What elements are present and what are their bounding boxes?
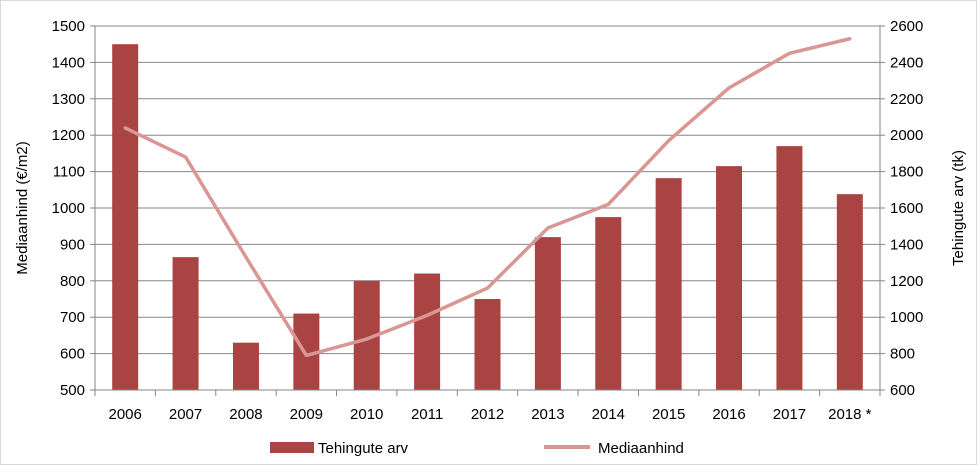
bar-2015 [655, 178, 682, 390]
bar-2013 [534, 237, 561, 390]
left-tick-label: 1000 [52, 200, 85, 217]
right-tick-label: 1600 [890, 200, 923, 217]
right-tick-label: 1200 [890, 273, 923, 290]
right-tick-label: 1400 [890, 236, 923, 253]
x-tick-label: 2013 [531, 406, 564, 423]
x-tick-label: 2012 [471, 406, 504, 423]
right-tick-label: 1000 [890, 309, 923, 326]
x-tick-label: 2017 [773, 406, 806, 423]
left-tick-label: 1100 [53, 164, 85, 181]
legend: Tehingute arv Mediaanhind [270, 440, 684, 457]
right-axis-tick-labels: 600 800 1000 1200 1400 1600 1800 2000 2200 2400 26… [890, 18, 923, 399]
x-tick-label: 2014 [592, 406, 625, 423]
left-tick-label: 700 [60, 309, 85, 326]
legend-swatch-bar [270, 442, 314, 453]
left-axis-tick-labels: 500 600 700 800 900 1000 1100 1200 1300 1400 1500 [52, 18, 85, 399]
x-tick-label: 2006 [109, 406, 142, 423]
right-tick-label: 600 [890, 382, 915, 399]
x-axis-tick-labels: 2006 2007 2008 2009 2010 2011 2012 2013 2014 2015… [109, 406, 872, 423]
line-series [123, 36, 852, 358]
x-tick-label: 2016 [712, 406, 745, 423]
legend-label-bar: Tehingute arv [318, 440, 409, 457]
bar-2011 [414, 273, 441, 390]
left-tick-label: 500 [60, 382, 85, 399]
right-tick-label: 800 [890, 346, 915, 363]
bar-2007 [172, 257, 199, 390]
bar-2014 [595, 217, 622, 390]
x-tick-label: 2008 [229, 406, 262, 423]
left-tick-label: 1500 [52, 18, 85, 35]
right-tick-label: 1800 [890, 164, 923, 181]
x-tick-label: 2009 [290, 406, 323, 423]
median-price-line [123, 36, 852, 358]
bar-2016 [716, 166, 743, 390]
right-tick-label: 2400 [890, 54, 923, 71]
x-tick-label: 2015 [652, 406, 685, 423]
x-tick-label: 2010 [350, 406, 383, 423]
legend-label-line: Mediaanhind [598, 440, 684, 457]
bar-2008 [232, 342, 259, 390]
left-tick-label: 800 [60, 273, 85, 290]
left-tick-label: 1200 [52, 127, 85, 144]
bar-2018 [836, 194, 863, 390]
x-tick-label: 2011 [411, 406, 443, 423]
right-axis-title: Tehingute arv (tk) [950, 150, 967, 266]
left-axis-title: Mediaanhind (€/m2) [14, 141, 31, 274]
left-tick-label: 1300 [52, 91, 85, 108]
bar-2012 [474, 299, 501, 390]
left-tick-label: 900 [60, 236, 85, 253]
bar-series [112, 44, 863, 390]
axes [90, 25, 885, 396]
left-tick-label: 600 [60, 346, 85, 363]
right-tick-label: 2200 [890, 91, 923, 108]
right-tick-label: 2000 [890, 127, 923, 144]
x-tick-label: 2007 [169, 406, 202, 423]
x-tick-label: 2018 * [828, 406, 872, 423]
left-tick-label: 1400 [52, 54, 85, 71]
right-tick-label: 2600 [890, 18, 923, 35]
bar-2017 [776, 146, 803, 390]
bar-2006 [112, 44, 139, 390]
